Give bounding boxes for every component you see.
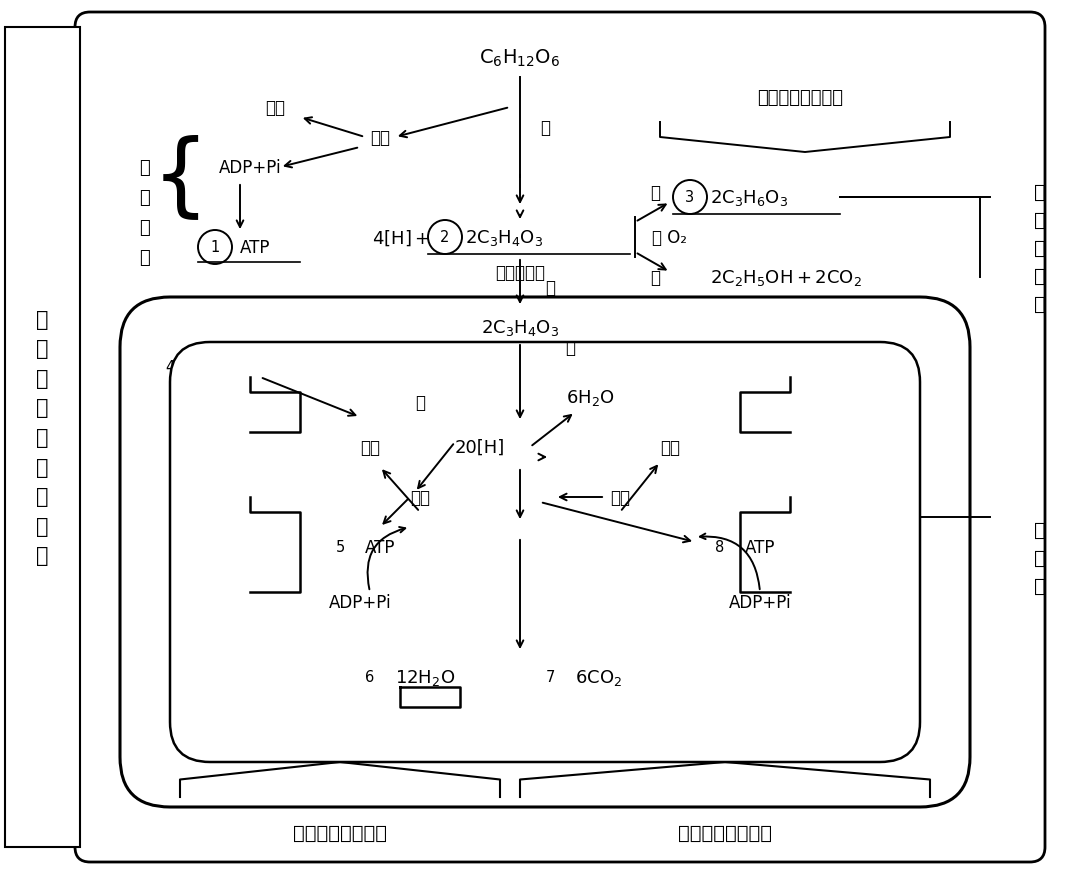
Text: 20[H]: 20[H] xyxy=(455,438,505,457)
Text: $6\mathrm{CO_2}$: $6\mathrm{CO_2}$ xyxy=(575,667,622,688)
Text: 第: 第 xyxy=(139,159,150,177)
Text: $12\mathrm{H_2O}$: $12\mathrm{H_2O}$ xyxy=(395,667,456,688)
Text: 4: 4 xyxy=(165,360,175,375)
Text: {: { xyxy=(151,134,208,222)
FancyBboxPatch shape xyxy=(170,343,920,762)
FancyBboxPatch shape xyxy=(75,13,1045,862)
FancyBboxPatch shape xyxy=(5,28,80,847)
Text: 热能: 热能 xyxy=(660,438,680,457)
Text: 2: 2 xyxy=(441,231,449,246)
Text: 有氧呼吸第二阶段: 有氧呼吸第二阶段 xyxy=(678,823,772,842)
Text: 酶: 酶 xyxy=(650,184,660,202)
Text: ATP: ATP xyxy=(365,538,395,556)
Text: 无 O₂: 无 O₂ xyxy=(652,229,688,246)
Text: $\mathrm{C_6H_{12}O_6}$: $\mathrm{C_6H_{12}O_6}$ xyxy=(480,47,561,68)
Text: 酶: 酶 xyxy=(565,339,575,357)
Text: 段: 段 xyxy=(139,249,150,267)
Text: ADP+Pi: ADP+Pi xyxy=(729,594,792,611)
Text: $\mathrm{2C_2H_5OH+2CO_2}$: $\mathrm{2C_2H_5OH+2CO_2}$ xyxy=(710,267,862,288)
Text: ATP: ATP xyxy=(240,239,270,257)
FancyBboxPatch shape xyxy=(120,297,970,807)
Text: 一: 一 xyxy=(139,189,150,207)
Text: 细
胞
质
基
质: 细 胞 质 基 质 xyxy=(1035,182,1045,313)
Text: $6\mathrm{O_2}$: $6\mathrm{O_2}$ xyxy=(195,358,230,378)
Text: 7: 7 xyxy=(545,670,555,685)
Text: 无氧呼吸第二阶段: 无氧呼吸第二阶段 xyxy=(757,89,843,107)
Text: 酶: 酶 xyxy=(540,119,550,137)
Text: 能量: 能量 xyxy=(410,488,430,506)
Text: 热能: 热能 xyxy=(360,438,380,457)
Text: $\mathrm{2C_3H_6O_3}$: $\mathrm{2C_3H_6O_3}$ xyxy=(710,188,788,208)
Text: $\mathrm{2C_3H_4O_3}$: $\mathrm{2C_3H_4O_3}$ xyxy=(481,317,559,338)
Text: 能量: 能量 xyxy=(610,488,630,506)
Text: 8: 8 xyxy=(715,540,725,555)
Text: 能量: 能量 xyxy=(370,129,390,146)
Text: $4[\mathrm{H}]+$: $4[\mathrm{H}]+$ xyxy=(373,228,430,247)
Text: 阶: 阶 xyxy=(139,218,150,237)
Text: （丙酮酸）: （丙酮酸） xyxy=(495,264,545,282)
Text: ADP+Pi: ADP+Pi xyxy=(328,594,391,611)
Text: 细
胞
呼
吸
的
过
程
图
示: 细 胞 呼 吸 的 过 程 图 示 xyxy=(37,310,49,566)
Text: 酶: 酶 xyxy=(650,268,660,287)
Text: 热能: 热能 xyxy=(265,99,285,117)
Text: 1: 1 xyxy=(211,240,219,255)
Text: 酶: 酶 xyxy=(545,279,555,296)
Text: $\mathrm{2C_3H_4O_3}$: $\mathrm{2C_3H_4O_3}$ xyxy=(465,228,543,247)
Text: $6\mathrm{H_2O}$: $6\mathrm{H_2O}$ xyxy=(566,388,615,408)
Text: 有氧呼吸第三阶段: 有氧呼吸第三阶段 xyxy=(293,823,387,842)
Text: 酶: 酶 xyxy=(415,394,426,411)
Text: 5: 5 xyxy=(336,540,345,555)
Text: 6: 6 xyxy=(365,670,375,685)
Text: 线
粒
体: 线 粒 体 xyxy=(1035,520,1045,595)
Text: ADP+Pi: ADP+Pi xyxy=(218,159,281,177)
Text: ATP: ATP xyxy=(745,538,775,556)
Text: 3: 3 xyxy=(686,190,694,205)
